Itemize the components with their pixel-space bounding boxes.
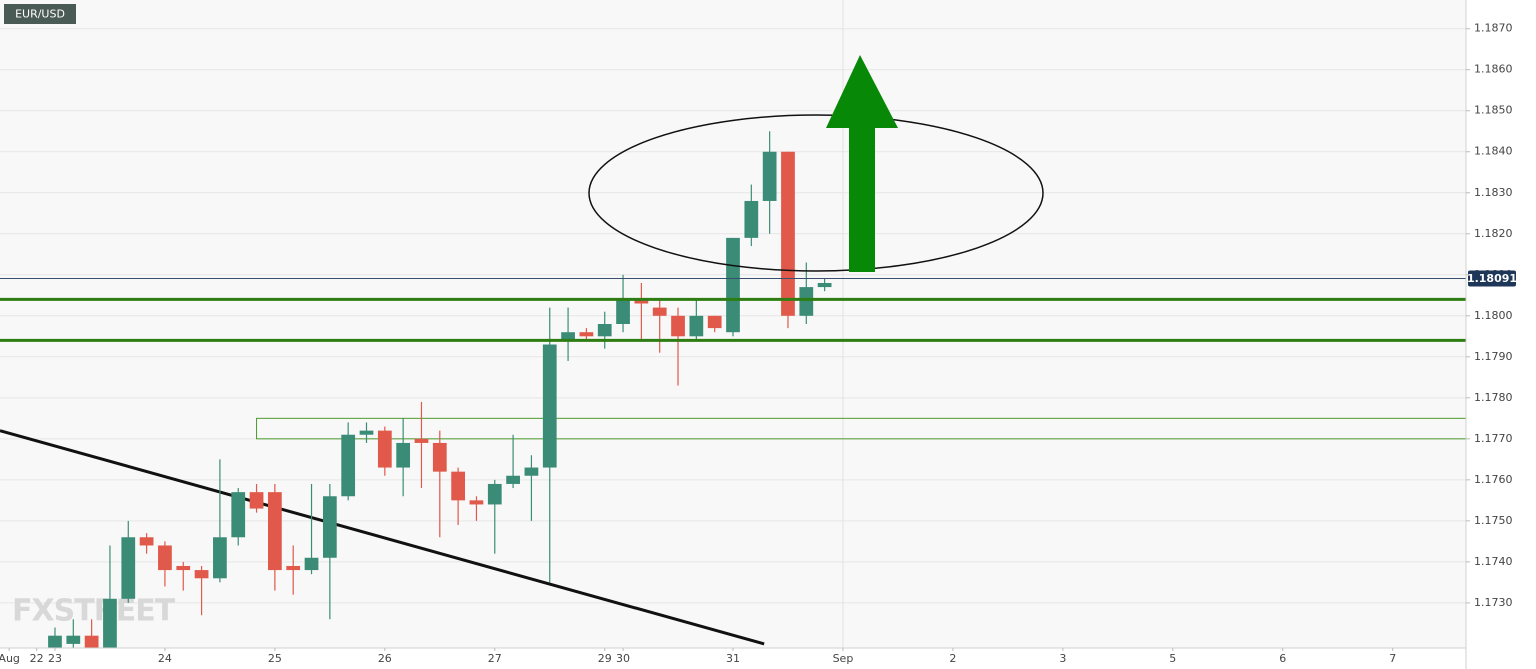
x-tick-label: Sep	[833, 652, 854, 665]
candle-body	[268, 492, 282, 571]
x-tick-label: 2	[949, 652, 956, 665]
candle-body	[579, 332, 594, 337]
candle-body	[231, 492, 246, 538]
trendline	[0, 429, 765, 646]
candle-body	[762, 151, 777, 201]
candle-body	[84, 635, 99, 648]
candle-body	[377, 430, 392, 468]
y-tick-label: 1.1740	[1474, 555, 1513, 568]
candle-body	[707, 315, 722, 329]
candle-body	[139, 537, 154, 546]
candle-body	[799, 287, 814, 316]
x-tick-label: 30	[616, 652, 630, 665]
x-tick-label: 7	[1389, 652, 1396, 665]
y-tick-label: 1.1840	[1474, 145, 1513, 158]
price-label-box	[1468, 270, 1516, 287]
candle-body	[341, 434, 356, 497]
y-tick-label: 1.1750	[1474, 514, 1513, 527]
candle-body	[652, 307, 667, 316]
y-tick-label: 1.1760	[1474, 473, 1513, 486]
candle-body	[634, 299, 649, 304]
candle-body	[726, 237, 740, 333]
y-tick-label: 1.1850	[1474, 104, 1513, 117]
x-tick-label: 23	[48, 652, 62, 665]
candle-body	[561, 332, 575, 341]
x-tick-label: 22	[30, 652, 44, 665]
candle-body	[432, 442, 447, 472]
watermark: FXSTREET	[12, 594, 176, 629]
x-tick-label: 3	[1059, 652, 1066, 665]
candle-body	[469, 500, 484, 505]
candle-body	[359, 430, 374, 435]
y-tick-label: 1.1870	[1474, 22, 1513, 35]
y-tick-label: 1.1770	[1474, 432, 1513, 445]
candle-body	[396, 442, 411, 468]
highlight-ellipse	[588, 114, 1044, 272]
y-tick-label: 1.1780	[1474, 391, 1513, 404]
candle-body	[48, 635, 62, 648]
x-tick-label: 31	[726, 652, 740, 665]
y-tick-label: 1.1790	[1474, 350, 1513, 363]
candle-body	[524, 467, 539, 476]
candle-body	[542, 344, 557, 468]
y-tick-label: 1.1860	[1474, 63, 1513, 76]
y-tick-label: 1.1830	[1474, 186, 1513, 199]
candle-body	[304, 557, 319, 571]
y-tick-label: 1.1730	[1474, 596, 1513, 609]
price-label: 1.18091	[1467, 272, 1517, 285]
x-tick-label: Aug	[0, 652, 20, 665]
candle-body	[817, 282, 832, 288]
symbol-badge	[4, 4, 76, 24]
up-arrow	[826, 55, 898, 272]
candle-body	[744, 200, 759, 238]
x-tick-label: 26	[378, 652, 392, 665]
candle-body	[194, 570, 209, 579]
candle-body	[176, 565, 191, 571]
candle-body	[451, 471, 465, 501]
x-tick-label: 25	[268, 652, 282, 665]
candle-body	[213, 537, 227, 579]
x-tick-label: 6	[1279, 652, 1286, 665]
candle-body	[66, 635, 81, 644]
candle-body	[103, 598, 117, 648]
candle-body	[689, 315, 704, 337]
x-tick-label: 5	[1169, 652, 1176, 665]
candle-body	[671, 315, 685, 337]
x-tick-label: 29	[598, 652, 612, 665]
candle-body	[487, 483, 502, 505]
candle-body	[616, 299, 630, 324]
candle-body	[286, 565, 301, 571]
candle-body	[322, 496, 337, 558]
plot	[0, 131, 1466, 648]
candle-body	[506, 475, 520, 484]
candle-body	[158, 545, 172, 571]
y-tick-label: 1.1820	[1474, 227, 1513, 240]
x-tick-label: 27	[488, 652, 502, 665]
candle-body	[249, 492, 264, 509]
candle-body	[121, 537, 136, 599]
candle-body	[414, 438, 429, 443]
candle-body	[781, 151, 795, 316]
candle-body	[597, 324, 612, 337]
x-tick-label: 24	[158, 652, 172, 665]
symbol: EUR/USD	[15, 8, 65, 21]
y-tick-label: 1.1800	[1474, 309, 1513, 322]
